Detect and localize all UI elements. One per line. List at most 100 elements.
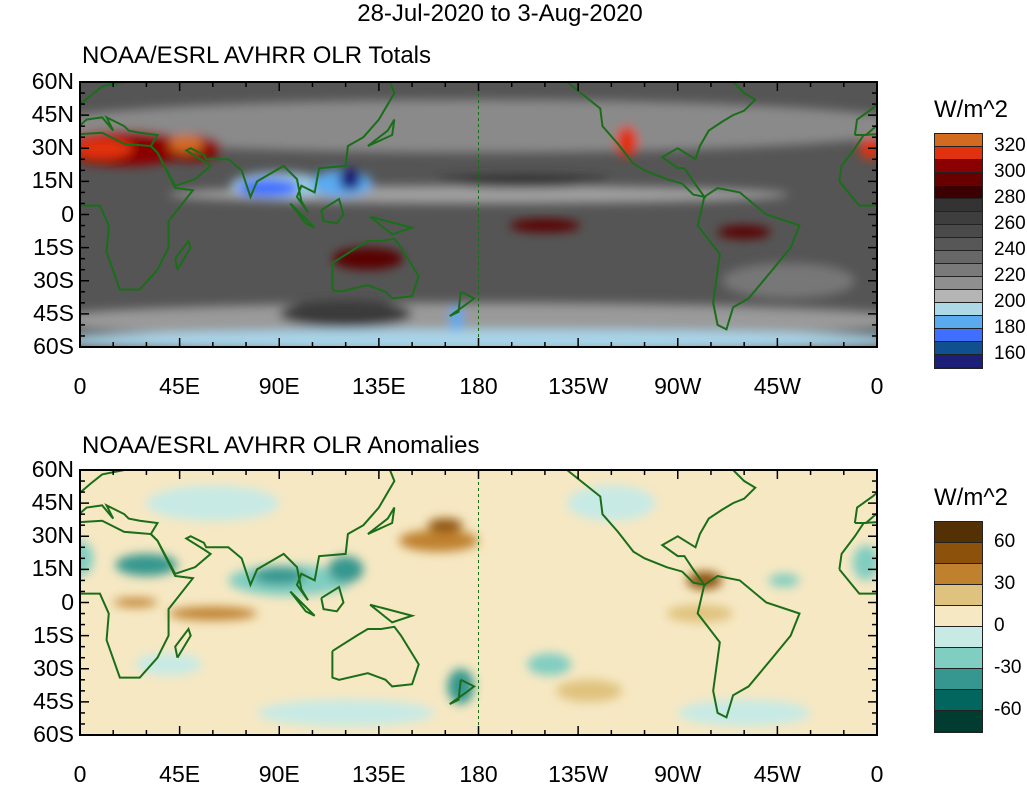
field-region [677, 699, 811, 727]
colorbar-swatch [935, 251, 982, 264]
colorbar-label: 60 [994, 531, 1016, 552]
x-tick-label: 90W [654, 761, 702, 787]
coastline [320, 197, 345, 225]
colorbar-swatch [935, 606, 982, 627]
x-tick-label: 0 [73, 373, 87, 399]
x-tick-label: 135E [352, 761, 406, 787]
field-region [717, 225, 771, 239]
coastline [449, 678, 476, 705]
y-tick-label: 45S [33, 687, 74, 714]
x-tick-label: 90E [258, 761, 300, 787]
coastline [174, 238, 192, 271]
x-tick-label: 90W [654, 373, 702, 399]
coastline [289, 590, 316, 617]
colorbar-label: 280 [994, 187, 1026, 208]
y-tick-label: 60N [31, 456, 74, 482]
coastline [696, 186, 801, 331]
field-region [686, 571, 723, 590]
x-tick-label: 0 [73, 761, 87, 787]
colorbar-swatch [935, 522, 982, 543]
colorbar-swatch [935, 277, 982, 290]
colorbar-swatch [935, 238, 982, 251]
y-tick-label: 0 [61, 588, 74, 615]
field-region [434, 174, 612, 188]
field-region [257, 699, 435, 727]
colorbar-swatch [935, 186, 982, 199]
field-region [427, 518, 464, 532]
y-tick-label: 0 [61, 200, 74, 227]
coastline [449, 290, 476, 317]
coastline [289, 202, 316, 229]
colorbar-swatch [935, 173, 982, 186]
colorbar-swatch [935, 303, 982, 316]
colorbar-label: 180 [994, 317, 1026, 338]
x-tick-label: 135W [548, 761, 609, 787]
totals-map [80, 82, 877, 347]
field-region [113, 598, 158, 607]
field-region [80, 302, 877, 339]
anomalies-units: W/m^2 [934, 484, 1008, 511]
colorbar-label: 0 [994, 615, 1005, 636]
field-region [252, 567, 306, 585]
x-tick-label: 0 [870, 761, 884, 787]
y-tick-label: 60S [33, 333, 74, 359]
coastline [369, 215, 416, 236]
field-region [449, 305, 464, 332]
y-tick-label: 45N [31, 489, 74, 516]
colorbar-label: 220 [994, 265, 1026, 286]
colorbar-swatch [935, 316, 982, 329]
anomalies-title: NOAA/ESRL AVHRR OLR Anomalies [82, 432, 480, 459]
y-tick-label: 60S [33, 721, 74, 747]
totals-units: W/m^2 [934, 96, 1008, 123]
coastline [838, 133, 877, 207]
coastline [80, 470, 396, 601]
y-tick-label: 30S [33, 654, 74, 681]
field-region [666, 604, 734, 623]
colorbar-swatch [935, 543, 982, 564]
x-tick-label: 180 [459, 761, 498, 787]
colorbar-label: 320 [994, 135, 1026, 156]
field-region [168, 606, 258, 621]
field-region [722, 263, 855, 299]
colorbar-swatch [935, 669, 982, 690]
colorbar-label: 200 [994, 291, 1026, 312]
field-region [555, 679, 623, 702]
coastline [80, 82, 396, 213]
field-region [509, 218, 581, 233]
x-tick-label: 135W [548, 373, 609, 399]
x-tick-label: 45W [753, 761, 802, 787]
page-title: 28-Jul-2020 to 3-Aug-2020 [357, 0, 643, 27]
colorbar-swatch [935, 212, 982, 225]
field-region [332, 247, 404, 270]
y-tick-label: 60N [31, 68, 74, 94]
colorbar-label: 260 [994, 213, 1026, 234]
coastline [331, 237, 420, 300]
totals-colorbar [934, 133, 983, 369]
colorbar-label: 160 [994, 343, 1026, 364]
coastline [331, 625, 420, 688]
colorbar-label: 300 [994, 161, 1026, 182]
x-tick-label: 135E [352, 373, 406, 399]
colorbar-swatch [935, 329, 982, 342]
y-tick-label: 30S [33, 266, 74, 293]
colorbar-label: 240 [994, 239, 1026, 260]
coastline [696, 574, 801, 719]
anomalies-colorbar [934, 521, 983, 733]
colorbar-label: -60 [994, 699, 1022, 720]
colorbar-swatch [935, 564, 982, 585]
colorbar-swatch [935, 627, 982, 648]
y-tick-label: 15S [33, 233, 74, 260]
field-region [279, 300, 413, 328]
colorbar-swatch [935, 199, 982, 212]
field-region [768, 573, 800, 588]
coastline [838, 521, 877, 595]
coastline [80, 131, 195, 291]
x-tick-label: 90E [258, 373, 300, 399]
x-tick-label: 0 [870, 373, 884, 399]
field-region [146, 485, 280, 521]
y-tick-label: 45S [33, 299, 74, 326]
colorbar-swatch [935, 225, 982, 238]
y-tick-label: 45N [31, 101, 74, 128]
coastline [367, 119, 396, 147]
totals-title: NOAA/ESRL AVHRR OLR Totals [82, 42, 432, 69]
